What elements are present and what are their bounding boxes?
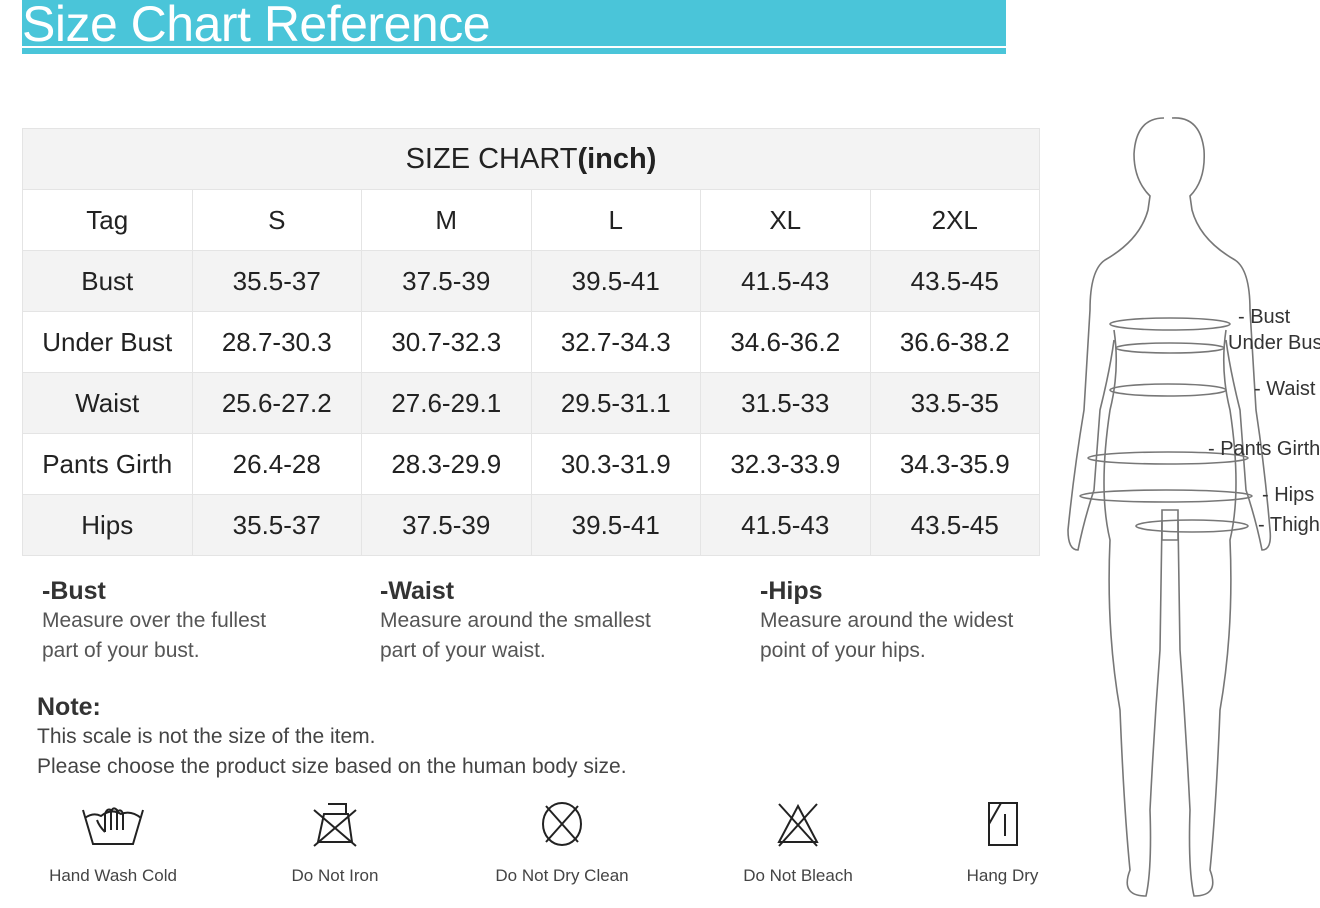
guide-hips: -Hips Measure around the widest point of… — [760, 576, 1013, 666]
table-cell: 43.5-45 — [869, 494, 1040, 556]
guide-waist: -Waist Measure around the smallest part … — [380, 576, 651, 666]
note-text: Please choose the product size based on … — [37, 755, 627, 778]
care-label: Hand Wash Cold — [49, 866, 177, 885]
care-do-not-iron: Do Not Iron — [270, 800, 400, 886]
guide-title: -Hips — [760, 577, 823, 605]
table-cell: 30.7-32.3 — [361, 311, 532, 373]
row-label: Under Bust — [22, 311, 193, 373]
table-cell: 41.5-43 — [700, 494, 871, 556]
column-header: Tag — [22, 189, 193, 251]
banner-underline — [22, 48, 1006, 54]
hand-wash-icon — [82, 807, 144, 845]
table-unit: (inch) — [577, 142, 657, 175]
column-header: L — [530, 189, 701, 251]
row-label: Pants Girth — [22, 433, 193, 495]
do-not-bleach-icon — [777, 803, 819, 847]
care-hang-dry: Hang Dry — [955, 800, 1050, 886]
guide-text: point of your hips. — [760, 639, 926, 662]
table-title: SIZE CHART(inch) — [22, 128, 1040, 190]
table-cell: 39.5-41 — [530, 250, 701, 312]
note: Note: This scale is not the size of the … — [37, 692, 627, 782]
figure-label-thigh: - Thigh — [1258, 514, 1320, 536]
table-cell: 37.5-39 — [361, 494, 532, 556]
table-cell: 33.5-35 — [869, 372, 1040, 434]
table-cell: 26.4-28 — [191, 433, 362, 495]
note-text: This scale is not the size of the item. — [37, 725, 376, 748]
table-cell: 29.5-31.1 — [530, 372, 701, 434]
care-label: Do Not Dry Clean — [495, 866, 629, 885]
row-label: Bust — [22, 250, 193, 312]
table-cell: 35.5-37 — [191, 494, 362, 556]
table-cell: 34.6-36.2 — [700, 311, 871, 373]
page-title: Size Chart Reference — [22, 0, 491, 52]
table-cell: 27.6-29.1 — [361, 372, 532, 434]
table-cell: 28.7-30.3 — [191, 311, 362, 373]
table-cell: 34.3-35.9 — [869, 433, 1040, 495]
do-not-dry-clean-icon — [542, 802, 582, 846]
column-header: S — [191, 189, 362, 251]
table-cell: 43.5-45 — [869, 250, 1040, 312]
table-row: Waist 25.6-27.2 27.6-29.1 29.5-31.1 31.5-33 3… — [22, 372, 1040, 434]
table-cell: 36.6-38.2 — [869, 311, 1040, 373]
title-banner — [22, 0, 1006, 46]
do-not-iron-icon — [313, 803, 357, 847]
column-header: XL — [700, 189, 871, 251]
body-outline-icon — [1067, 117, 1272, 897]
figure-label-waist: - Waist — [1254, 378, 1316, 400]
guide-text: Measure around the widest — [760, 609, 1014, 632]
table-row: Hips 35.5-37 37.5-39 39.5-41 41.5-43 43.5-45 — [22, 494, 1040, 556]
guide-text: Measure over the fullest — [42, 609, 267, 632]
figure-label-under-bust: Under Bust — [1228, 332, 1320, 354]
table-cell: 30.3-31.9 — [530, 433, 701, 495]
hang-dry-icon — [987, 802, 1018, 846]
care-label: Do Not Bleach — [743, 866, 853, 885]
table-cell: 39.5-41 — [530, 494, 701, 556]
care-label: Do Not Iron — [291, 866, 379, 885]
table-cell: 32.3-33.9 — [700, 433, 871, 495]
figure-label-pants-girth: - Pants Girth — [1208, 438, 1320, 460]
table-cell: 41.5-43 — [700, 250, 871, 312]
table-cell: 31.5-33 — [700, 372, 871, 434]
guide-bust: -Bust Measure over the fullest part of y… — [42, 576, 266, 666]
guide-text: Measure around the smallest — [380, 609, 651, 632]
figure-label-bust: - Bust — [1238, 306, 1291, 328]
guide-text: part of your waist. — [380, 639, 546, 662]
row-label: Waist — [22, 372, 193, 434]
row-label: Hips — [22, 494, 193, 556]
body-measurement-figure: - Bust Under Bust - Waist - Pants Girth … — [1050, 110, 1320, 908]
table-row: Bust 35.5-37 37.5-39 39.5-41 41.5-43 43.5-45 — [22, 250, 1040, 312]
table-cell: 25.6-27.2 — [191, 372, 362, 434]
table-row: Under Bust 28.7-30.3 30.7-32.3 32.7-34.3 34.… — [22, 311, 1040, 373]
table-title-text: SIZE CHART — [405, 142, 578, 175]
guide-text: part of your bust. — [42, 639, 200, 662]
table-row: Pants Girth 26.4-28 28.3-29.9 30.3-31.9 32.3… — [22, 433, 1040, 495]
table-cell: 32.7-34.3 — [530, 311, 701, 373]
note-title: Note: — [37, 693, 101, 721]
size-chart-table: SIZE CHART(inch) Tag S M L XL 2XL Bust 35… — [22, 128, 1040, 556]
care-hand-wash: Hand Wash Cold — [38, 800, 188, 886]
guide-title: -Bust — [42, 577, 106, 605]
guide-title: -Waist — [380, 577, 455, 605]
column-header: 2XL — [869, 189, 1040, 251]
care-do-not-dry-clean: Do Not Dry Clean — [482, 800, 642, 886]
table-cell: 35.5-37 — [191, 250, 362, 312]
table-cell: 37.5-39 — [361, 250, 532, 312]
column-header: M — [361, 189, 532, 251]
table-cell: 28.3-29.9 — [361, 433, 532, 495]
care-do-not-bleach: Do Not Bleach — [728, 800, 868, 886]
figure-label-hips: - Hips — [1262, 484, 1315, 506]
header-row: Tag S M L XL 2XL — [22, 189, 1040, 251]
care-label: Hang Dry — [966, 866, 1039, 885]
